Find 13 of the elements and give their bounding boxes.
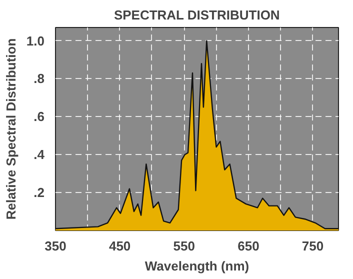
x-tick-label: 750 <box>302 238 324 254</box>
x-tick-label: 550 <box>173 238 195 254</box>
chart-title: SPECTRAL DISTRIBUTION <box>114 8 280 22</box>
y-tick-label: .4 <box>34 147 46 162</box>
x-tick-label: 350 <box>44 238 66 254</box>
x-axis-title: Wavelength (nm) <box>144 258 250 274</box>
y-tick-label: 1.0 <box>26 33 45 48</box>
y-tick-label: .6 <box>34 109 44 124</box>
y-axis-title: Relative Spectral Distribution <box>3 38 18 220</box>
x-tick-label: 450 <box>108 238 131 254</box>
y-tick-label: .8 <box>34 71 44 86</box>
y-tick-label: .2 <box>34 185 44 200</box>
x-tick-label: 650 <box>238 238 260 254</box>
